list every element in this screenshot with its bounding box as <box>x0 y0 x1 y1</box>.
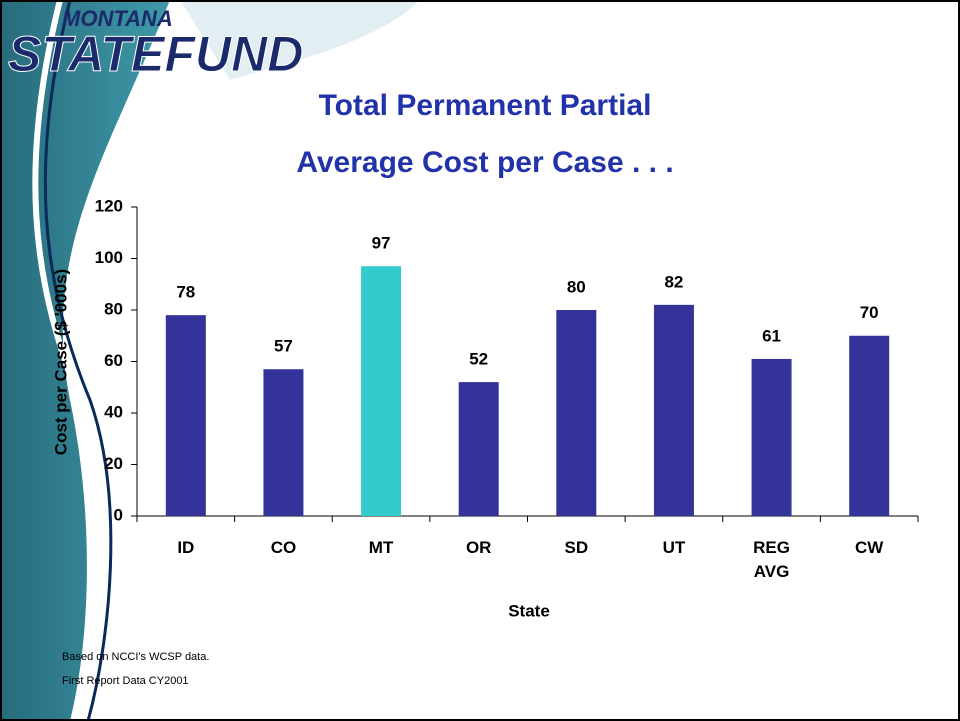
bar <box>263 369 303 516</box>
data-label: 61 <box>762 326 781 345</box>
x-tick-label: CO <box>255 536 311 560</box>
x-tick-label: CW <box>841 536 897 560</box>
background-swoosh <box>0 0 170 721</box>
data-label: 70 <box>860 303 879 322</box>
data-label: 52 <box>469 350 488 369</box>
bar <box>166 315 206 516</box>
y-tick-label: 60 <box>104 351 123 370</box>
data-label: 97 <box>372 234 391 253</box>
slide: MONTANA STATEFUND Total Permanent Partia… <box>0 0 960 721</box>
chart: MONTANA STATEFUND Total Permanent Partia… <box>0 0 960 721</box>
data-label: 80 <box>567 277 586 296</box>
x-tick-label: REG AVG <box>744 536 800 584</box>
logo-main: STATEFUND <box>8 26 303 82</box>
x-axis-label: State <box>508 601 550 620</box>
data-label: 78 <box>176 283 195 302</box>
bar <box>556 310 596 516</box>
x-tick-label: MT <box>353 536 409 560</box>
y-tick-label: 20 <box>104 454 123 473</box>
bar <box>654 305 694 516</box>
x-tick-label: UT <box>646 536 702 560</box>
x-tick-label: ID <box>158 536 214 560</box>
bar <box>752 359 792 516</box>
x-tick-label: OR <box>451 536 507 560</box>
x-tick-label: SD <box>548 536 604 560</box>
data-label: 57 <box>274 337 293 356</box>
y-tick-label: 40 <box>104 402 123 421</box>
footnote: Based on NCCI's WCSP data. <box>62 651 209 663</box>
bar <box>361 266 401 516</box>
footnote: First Report Data CY2001 <box>62 675 189 687</box>
data-label: 82 <box>664 272 683 291</box>
y-axis-label: Cost per Case ($ '000s) <box>51 269 70 455</box>
chart-title: Total Permanent Partial <box>319 89 652 122</box>
bar <box>459 382 499 516</box>
bar <box>849 336 889 516</box>
y-tick-label: 120 <box>95 196 123 215</box>
chart-title: Average Cost per Case . . . <box>296 146 673 179</box>
y-tick-label: 0 <box>114 505 123 524</box>
y-tick-label: 100 <box>95 248 123 267</box>
y-tick-label: 80 <box>104 299 123 318</box>
